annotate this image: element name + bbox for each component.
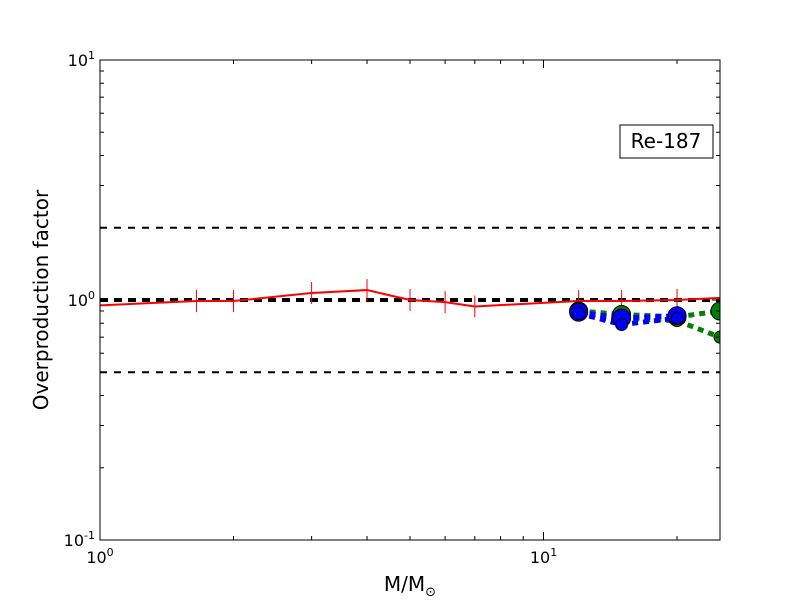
x-axis-label-subscript: ⊙ <box>425 585 436 600</box>
annotation-text: Re-187 <box>631 129 702 153</box>
series-2-line <box>578 309 678 321</box>
series-0-line <box>100 289 720 308</box>
y-tick-label-1: 100 <box>68 289 95 310</box>
x-axis-label: M/M⊙ <box>384 572 436 600</box>
series-clip-group <box>100 279 720 344</box>
y-tick-label-0: 10-1 <box>64 529 95 550</box>
series-2-point2-0 <box>572 306 586 320</box>
ticks <box>99 59 720 541</box>
x-tick-label-0: 100 <box>86 546 113 567</box>
x-tick-label-1: 101 <box>530 546 557 567</box>
series-2-point2-1 <box>615 318 629 332</box>
y-tick-label-2: 101 <box>68 49 95 70</box>
annotation-frame <box>619 124 714 159</box>
series-1-point-3 <box>710 301 720 321</box>
series-2-point2-2 <box>670 311 684 325</box>
annotation-box: Re-187 <box>619 124 714 159</box>
y-axis-label: Overproduction factor <box>29 189 53 410</box>
series-layer <box>100 279 720 344</box>
series-2 <box>569 302 687 332</box>
